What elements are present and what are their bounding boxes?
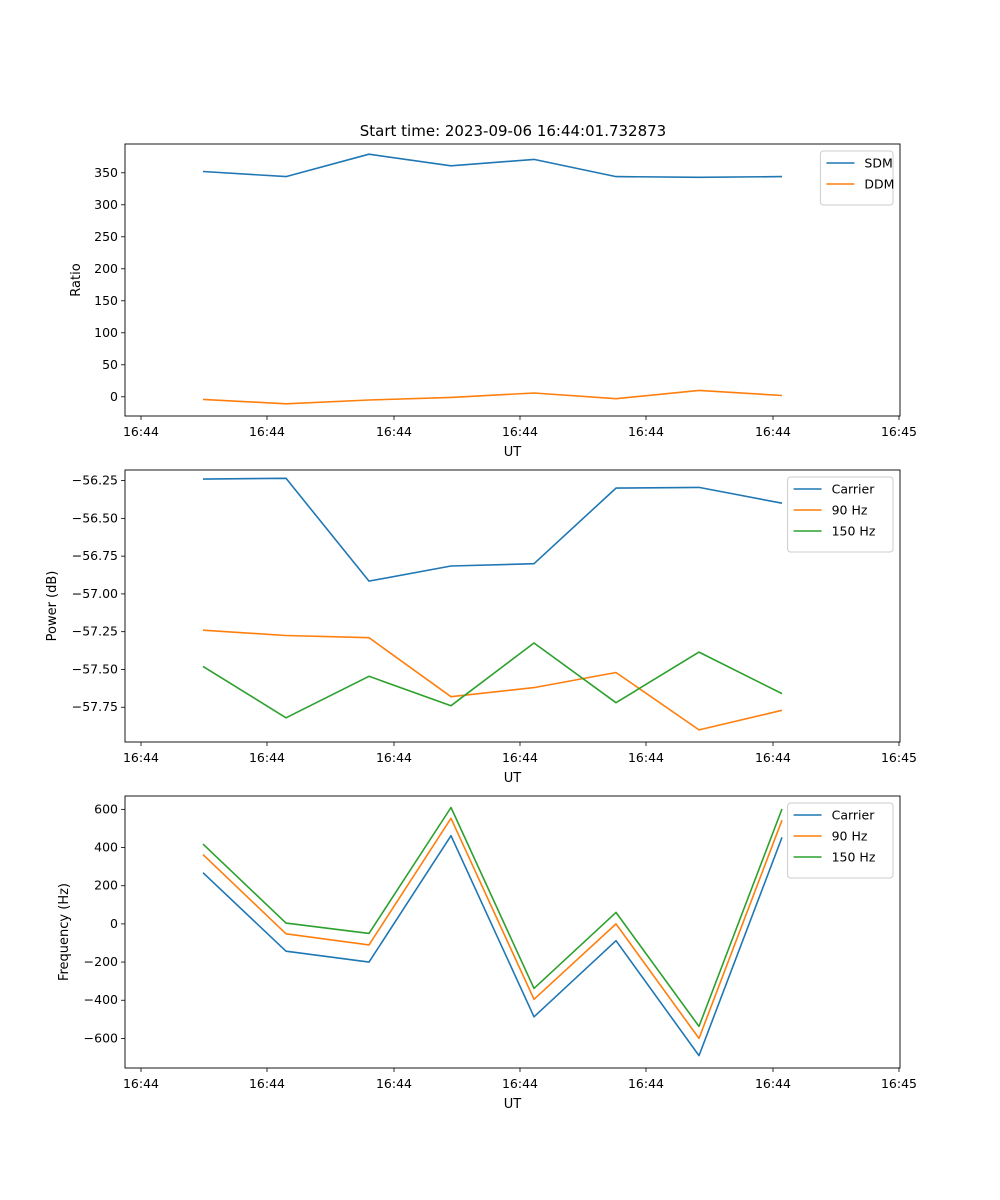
y-tick-label: −57.75 bbox=[72, 699, 118, 714]
legend-box bbox=[787, 802, 894, 879]
x-tick-label: 16:45 bbox=[881, 424, 917, 439]
x-axis-label: UT bbox=[504, 1097, 522, 1112]
legend-label: DDM bbox=[864, 177, 894, 192]
x-tick-label: 16:44 bbox=[376, 750, 412, 765]
x-tick-label: 16:44 bbox=[755, 1076, 791, 1091]
x-tick-label: 16:44 bbox=[502, 424, 538, 439]
y-tick-label: −56.50 bbox=[72, 510, 118, 525]
x-tick-label: 16:44 bbox=[502, 750, 538, 765]
legend-label: Carrier bbox=[832, 808, 876, 823]
y-tick-label: −400 bbox=[84, 992, 118, 1007]
x-axis-label: UT bbox=[504, 771, 522, 786]
y-tick-label: −200 bbox=[84, 954, 118, 969]
y-axis-label: Ratio bbox=[69, 263, 84, 296]
series-line-150-hz bbox=[202, 642, 783, 719]
y-tick-label: 200 bbox=[94, 261, 118, 276]
figure-title: Start time: 2023-09-06 16:44:01.732873 bbox=[360, 122, 666, 140]
legend-label: 90 Hz bbox=[832, 503, 868, 518]
x-tick-label: 16:44 bbox=[755, 750, 791, 765]
x-tick-label: 16:45 bbox=[881, 750, 917, 765]
axes-frame bbox=[124, 795, 901, 1069]
legend-box bbox=[819, 150, 894, 206]
series-line-sdm bbox=[202, 153, 783, 179]
y-tick-label: −56.75 bbox=[72, 548, 118, 563]
panels: 0 50 100 150 200 250 300 350 16:44 16:44 16:44 16:4… bbox=[45, 143, 917, 1112]
y-tick-label: −57.25 bbox=[72, 624, 118, 639]
x-tick-label: 16:44 bbox=[123, 424, 159, 439]
x-tick-label: 16:44 bbox=[123, 1076, 159, 1091]
x-tick-label: 16:44 bbox=[502, 1076, 538, 1091]
y-tick-label: 0 bbox=[110, 389, 118, 404]
y-tick-label: 50 bbox=[102, 357, 118, 372]
legend: SDM DDM bbox=[819, 150, 894, 206]
y-tick-label: 200 bbox=[94, 878, 118, 893]
x-tick-label: 16:44 bbox=[123, 750, 159, 765]
legend-label: SDM bbox=[864, 156, 892, 171]
y-tick-label: −56.25 bbox=[72, 473, 118, 488]
y-axis-label: Power (dB) bbox=[45, 571, 60, 642]
y-tick-label: 100 bbox=[94, 325, 118, 340]
chart-panel-1: 0 50 100 150 200 250 300 350 16:44 16:44 16:44 16:4… bbox=[69, 143, 917, 460]
legend: Carrier 90 Hz 150 Hz bbox=[787, 476, 894, 553]
y-tick-label: −600 bbox=[84, 1030, 118, 1045]
x-tick-label: 16:44 bbox=[376, 1076, 412, 1091]
legend-box bbox=[787, 476, 894, 553]
x-tick-label: 16:44 bbox=[249, 424, 285, 439]
legend: Carrier 90 Hz 150 Hz bbox=[787, 802, 894, 879]
x-tick-label: 16:44 bbox=[628, 424, 664, 439]
series-line-carrier bbox=[202, 477, 783, 582]
x-tick-label: 16:45 bbox=[881, 1076, 917, 1091]
x-tick-label: 16:44 bbox=[376, 424, 412, 439]
y-tick-label: 600 bbox=[94, 801, 118, 816]
y-tick-label: 250 bbox=[94, 229, 118, 244]
y-tick-label: 0 bbox=[110, 916, 118, 931]
x-tick-label: 16:44 bbox=[628, 750, 664, 765]
legend-label: 90 Hz bbox=[832, 829, 868, 844]
x-tick-label: 16:44 bbox=[755, 424, 791, 439]
legend-label: 150 Hz bbox=[832, 524, 876, 539]
legend-label: 150 Hz bbox=[832, 850, 876, 865]
x-axis-label: UT bbox=[504, 445, 522, 460]
axes-frame bbox=[124, 143, 901, 417]
series-line-ddm bbox=[202, 389, 783, 405]
y-tick-label: −57.00 bbox=[72, 586, 118, 601]
x-tick-label: 16:44 bbox=[249, 750, 285, 765]
y-tick-label: 150 bbox=[94, 293, 118, 308]
y-tick-label: 300 bbox=[94, 197, 118, 212]
series-line-carrier bbox=[202, 834, 783, 1057]
y-tick-label: −57.50 bbox=[72, 661, 118, 676]
x-tick-label: 16:44 bbox=[249, 1076, 285, 1091]
y-tick-label: 350 bbox=[94, 165, 118, 180]
legend-label: Carrier bbox=[832, 482, 876, 497]
series-line-90-hz bbox=[202, 817, 783, 1040]
x-tick-label: 16:44 bbox=[628, 1076, 664, 1091]
axes-frame bbox=[124, 469, 901, 743]
y-axis-label: Frequency (Hz) bbox=[57, 883, 72, 981]
chart-panel-3: −600 −400 −200 0 200 400 600 16:44 16:44 16:44 16:… bbox=[57, 795, 917, 1112]
chart-panel-2: −57.75 −57.50 −57.25 −57.00 −56.75 −56.50 −56.… bbox=[45, 469, 917, 786]
series-line-90-hz bbox=[202, 629, 783, 731]
series-line-150-hz bbox=[202, 806, 783, 1028]
y-tick-label: 400 bbox=[94, 840, 118, 855]
